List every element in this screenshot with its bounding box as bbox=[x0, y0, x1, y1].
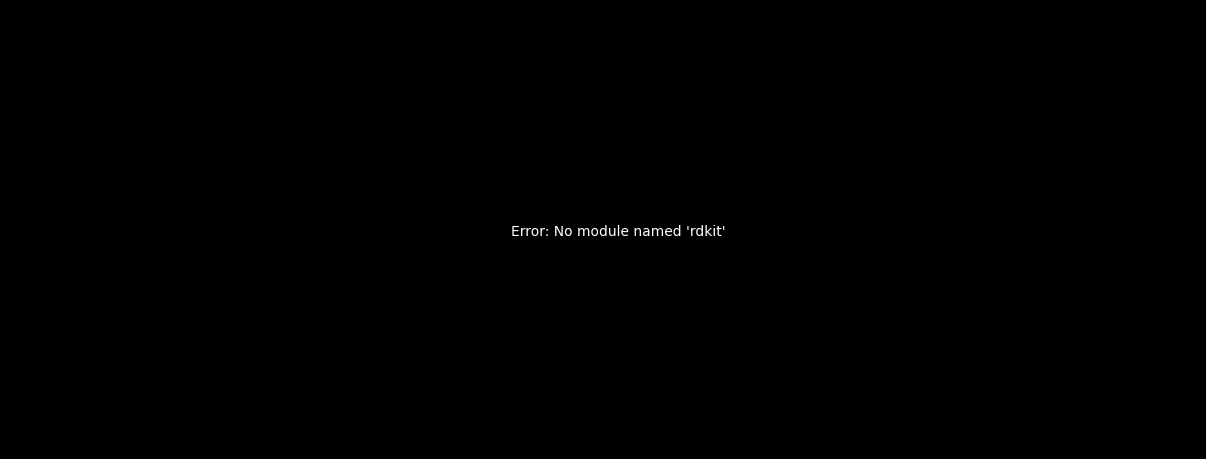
Text: Error: No module named 'rdkit': Error: No module named 'rdkit' bbox=[511, 225, 725, 239]
